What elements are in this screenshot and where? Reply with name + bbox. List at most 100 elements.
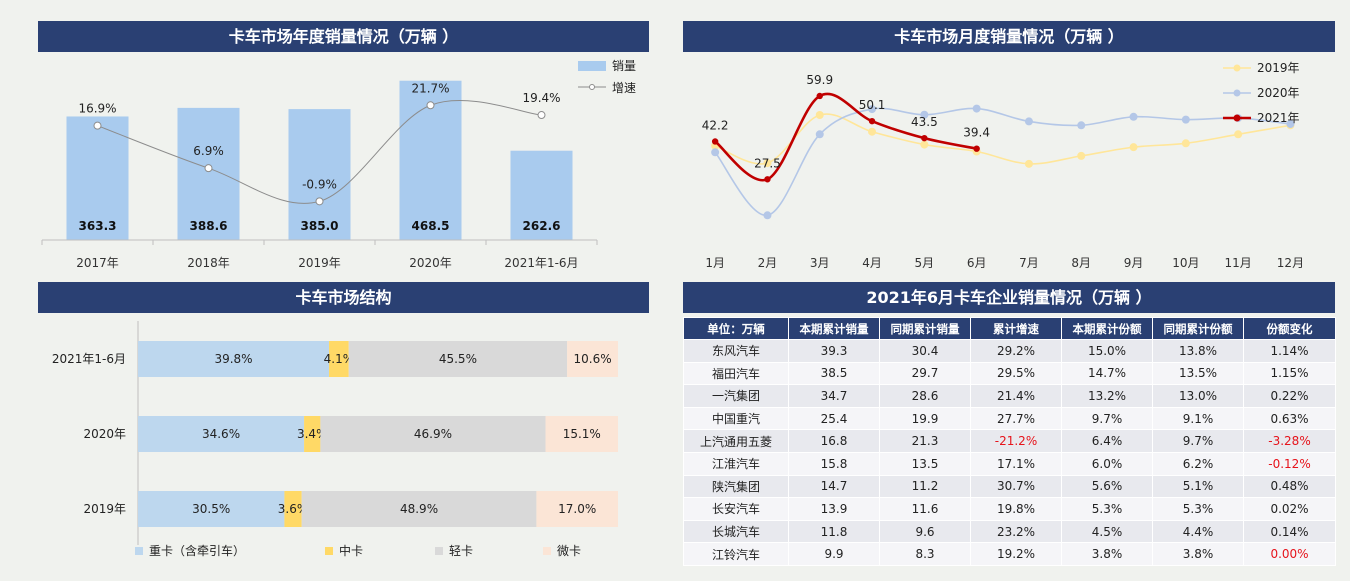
- table-cell: 6.4%: [1061, 429, 1153, 453]
- segment-中卡: [284, 491, 302, 527]
- table-header-cell: 本期累计销量: [788, 317, 880, 340]
- monthly-value-label: 39.4: [963, 126, 990, 140]
- table-cell: 19.2%: [970, 542, 1062, 566]
- monthly-value-label: 27.5: [754, 156, 781, 170]
- table-cell: 0.00%: [1243, 542, 1336, 566]
- table-cell: 39.3: [788, 339, 880, 363]
- month-tick-label: 1月: [705, 256, 725, 270]
- table-row: 长城汽车 11.8 9.6 23.2% 4.5% 4.4% 0.14%: [683, 519, 1336, 544]
- table-cell: 13.8%: [1152, 339, 1244, 363]
- legend-label: 微卡: [557, 544, 581, 558]
- growth-point: [426, 101, 435, 110]
- monthly-chart-title: 卡车市场月度销量情况（万辆 ）: [683, 21, 1335, 52]
- table-cell: 11.8: [788, 519, 880, 544]
- table-cell: 34.7: [788, 384, 880, 408]
- table-header-cell: 累计增速: [970, 317, 1062, 340]
- x-tick-label: 2021年1-6月: [504, 256, 578, 270]
- sales-bar: [510, 150, 573, 240]
- growth-point: [537, 111, 546, 120]
- series-point: [816, 92, 823, 100]
- table-cell: 1.14%: [1243, 339, 1336, 363]
- legend-marker: [1233, 89, 1241, 97]
- table-cell: 13.5: [879, 451, 971, 476]
- table-cell: 5.3%: [1061, 497, 1153, 521]
- company-sales-table: 单位：万辆 本期累计销量 同期累计销量 累计增速 本期累计份额 同期累计份额 份额变化 东风…: [683, 317, 1336, 566]
- table-cell: 9.7%: [1061, 406, 1153, 431]
- sales-bar: [177, 107, 240, 240]
- table-row: 长安汽车 13.9 11.6 19.8% 5.3% 5.3% 0.02%: [683, 497, 1336, 521]
- table-cell: 江铃汽车: [683, 542, 789, 566]
- series-point: [1129, 143, 1138, 152]
- bar-value-label: 385.0: [301, 219, 339, 233]
- table-cell: 上汽通用五菱: [683, 429, 789, 453]
- table-cell: 0.22%: [1243, 384, 1336, 408]
- growth-label: 19.4%: [522, 91, 560, 105]
- table-cell: 1.15%: [1243, 361, 1336, 386]
- segment-label: 34.6%: [202, 427, 240, 441]
- segment-轻卡: [348, 341, 568, 377]
- table-cell: 5.1%: [1152, 474, 1244, 499]
- series-point: [1234, 130, 1243, 139]
- series-point: [711, 138, 719, 145]
- table-cell: 13.5%: [1152, 361, 1244, 386]
- x-tick-label: 2020年: [409, 256, 452, 270]
- growth-label: -0.9%: [302, 177, 337, 191]
- series-point: [973, 145, 980, 152]
- legend-label: 2019年: [1257, 61, 1300, 75]
- month-tick-label: 6月: [967, 256, 987, 270]
- table-cell: 29.7: [879, 361, 971, 386]
- series-point: [763, 211, 772, 220]
- month-tick-label: 3月: [810, 256, 830, 270]
- month-tick-label: 10月: [1172, 256, 1199, 270]
- table-row: 东风汽车 39.3 30.4 29.2% 15.0% 13.8% 1.14%: [683, 339, 1336, 363]
- legend-swatch-sales: [578, 61, 606, 71]
- segment-微卡: [545, 416, 618, 452]
- table-cell: 中国重汽: [683, 406, 789, 431]
- legend-swatch: [325, 547, 333, 555]
- table-cell: 8.3: [879, 542, 971, 566]
- table-cell: 6.0%: [1061, 451, 1153, 476]
- legend-swatch: [135, 547, 143, 555]
- growth-label: 16.9%: [78, 102, 116, 116]
- month-tick-label: 8月: [1071, 256, 1091, 270]
- series-point: [764, 176, 771, 183]
- table-cell: 14.7: [788, 474, 880, 499]
- segment-label: 45.5%: [439, 352, 477, 366]
- company-table-title: 2021年6月卡车企业销量情况（万辆 ）: [683, 282, 1335, 313]
- table-header-cell: 同期累计销量: [879, 317, 971, 340]
- table-cell: 29.2%: [970, 339, 1062, 363]
- table-cell: 16.8: [788, 429, 880, 453]
- segment-重卡（含牵引车）: [138, 491, 285, 527]
- segment-label: 39.8%: [214, 352, 252, 366]
- table-cell: 11.2: [879, 474, 971, 499]
- table-header-cell: 份额变化: [1243, 317, 1336, 340]
- series-point: [1024, 159, 1033, 168]
- table-cell: 29.5%: [970, 361, 1062, 386]
- legend-label-growth: 增速: [612, 81, 636, 95]
- legend-marker: [1233, 114, 1241, 122]
- legend-label: 重卡（含牵引车）: [149, 543, 245, 558]
- table-cell: 15.0%: [1061, 339, 1153, 363]
- table-header-cell: 同期累计份额: [1152, 317, 1244, 340]
- category-label: 2021年1-6月: [52, 352, 126, 366]
- series-point: [972, 104, 981, 113]
- x-tick-label: 2019年: [298, 256, 341, 270]
- table-cell: 28.6: [879, 384, 971, 408]
- legend-label: 2020年: [1257, 86, 1300, 100]
- table-cell: 27.7%: [970, 406, 1062, 431]
- segment-label: 15.1%: [563, 427, 601, 441]
- table-cell: -21.2%: [970, 429, 1062, 453]
- series-point: [920, 110, 929, 119]
- table-cell: 15.8: [788, 451, 880, 476]
- table-cell: 0.48%: [1243, 474, 1336, 499]
- series-point: [763, 159, 772, 168]
- table-cell: 9.7%: [1152, 429, 1244, 453]
- table-row: 江铃汽车 9.9 8.3 19.2% 3.8% 3.8% 0.00%: [683, 542, 1336, 566]
- sales-bar: [66, 116, 129, 240]
- table-cell: 一汽集团: [683, 384, 789, 408]
- table-cell: 25.4: [788, 406, 880, 431]
- table-cell: 9.9: [788, 542, 880, 566]
- segment-微卡: [567, 341, 618, 377]
- series-point: [1077, 151, 1086, 160]
- table-cell: 13.2%: [1061, 384, 1153, 408]
